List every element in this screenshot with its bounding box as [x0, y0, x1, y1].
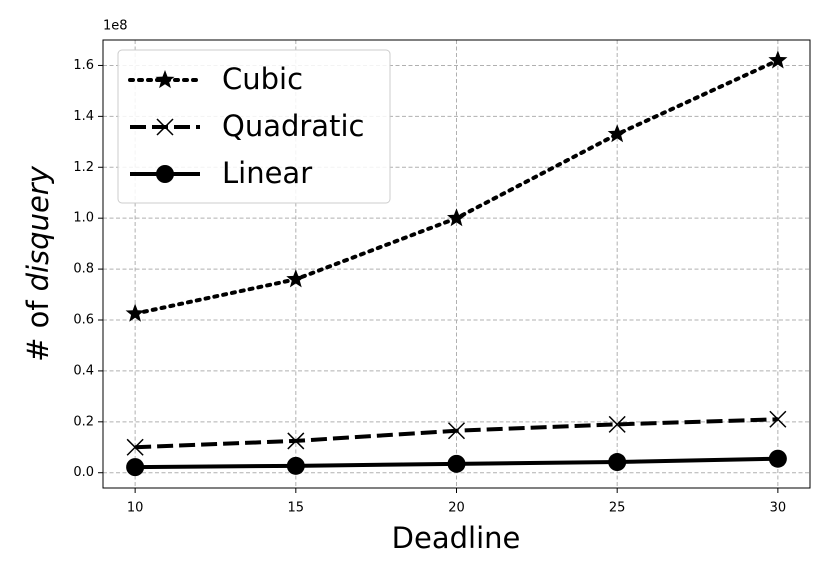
- marker-star: [447, 208, 466, 227]
- y-axis-label: # of disquery: [21, 165, 55, 362]
- y-tick-label: 1.2: [73, 160, 94, 175]
- marker-circle: [286, 456, 305, 475]
- y-label-italic: disquery: [21, 165, 55, 291]
- y-tick-label: 1.4: [73, 109, 94, 124]
- y-tick-label: 0.6: [73, 313, 94, 328]
- x-axis-label: Deadline: [392, 521, 521, 555]
- marker-star: [155, 70, 175, 89]
- marker-star: [607, 124, 627, 143]
- x-tick-label: 30: [770, 501, 787, 516]
- marker-circle: [447, 454, 466, 473]
- offset-label: 1e8: [103, 19, 128, 34]
- marker-x: [769, 410, 787, 428]
- y-tick-label: 0.0: [73, 465, 94, 480]
- legend-label: Quadratic: [222, 109, 364, 143]
- legend-label: Linear: [222, 156, 312, 190]
- marker-circle: [156, 165, 174, 183]
- marker-x: [126, 438, 144, 456]
- marker-x: [447, 422, 466, 440]
- x-tick-label: 10: [127, 501, 144, 516]
- marker-x: [287, 432, 305, 450]
- y-tick-label: 0.8: [73, 262, 94, 277]
- legend-label: Cubic: [222, 62, 303, 96]
- legend-box: [117, 49, 391, 204]
- marker-star: [125, 303, 145, 322]
- y-tick-label: 0.2: [73, 414, 94, 429]
- x-tick-label: 15: [288, 501, 305, 516]
- marker-circle: [126, 458, 145, 477]
- plot-frame: [102, 39, 811, 489]
- marker-x: [608, 415, 626, 433]
- x-tick-label: 20: [448, 501, 465, 516]
- marker-star: [768, 50, 788, 69]
- x-tick-label: 25: [609, 501, 626, 516]
- marker-x: [156, 118, 174, 136]
- marker-circle: [768, 449, 787, 468]
- legend: Cubic Quadratic Linear: [117, 49, 391, 204]
- y-label-text: # of: [21, 300, 55, 362]
- y-tick-label: 1.6: [73, 58, 94, 73]
- marker-star: [286, 269, 306, 288]
- y-tick-label: 1.0: [73, 211, 94, 226]
- marker-circle: [608, 453, 627, 472]
- y-tick-label: 0.4: [73, 363, 94, 378]
